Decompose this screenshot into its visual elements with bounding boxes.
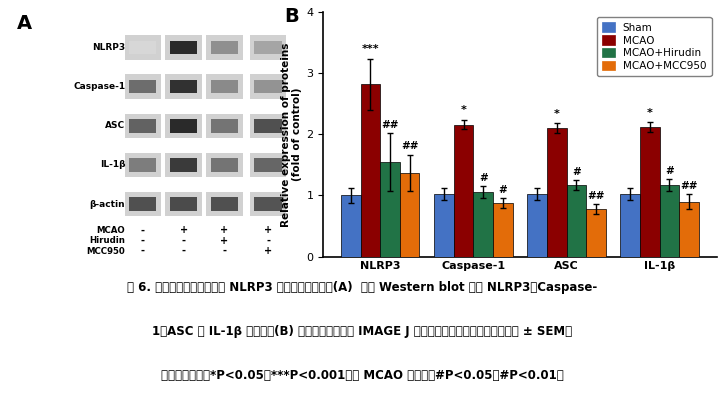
Bar — [206, 75, 243, 99]
Text: MCC950: MCC950 — [87, 247, 125, 255]
Text: *: * — [647, 108, 653, 118]
Bar — [129, 158, 156, 172]
Bar — [170, 158, 197, 172]
Bar — [206, 192, 243, 216]
Bar — [170, 41, 197, 54]
Text: ***: *** — [362, 44, 379, 54]
Text: -: - — [140, 225, 145, 235]
Text: -: - — [182, 246, 185, 256]
Bar — [250, 192, 287, 216]
Bar — [660, 185, 679, 257]
Text: A: A — [17, 14, 33, 33]
Bar — [454, 125, 473, 257]
Bar — [125, 192, 161, 216]
Text: Caspase-1: Caspase-1 — [73, 82, 125, 91]
Text: β-actin: β-actin — [90, 200, 125, 209]
Bar — [125, 75, 161, 99]
Bar — [129, 197, 156, 211]
Text: *: * — [460, 105, 466, 115]
Bar — [250, 153, 287, 177]
Bar — [129, 41, 156, 54]
Bar — [473, 192, 493, 257]
Text: ##: ## — [587, 191, 605, 201]
Y-axis label: Relative expression of proteins
(fold of control): Relative expression of proteins (fold of… — [280, 42, 302, 227]
Bar — [250, 113, 287, 138]
Text: Hirudin: Hirudin — [89, 236, 125, 245]
Text: ##: ## — [401, 142, 418, 152]
Bar — [679, 202, 699, 257]
Text: -: - — [222, 246, 227, 256]
Bar — [254, 197, 282, 211]
Bar — [170, 119, 197, 132]
Text: +: + — [264, 225, 272, 235]
Text: ##: ## — [681, 181, 698, 191]
Bar — [254, 158, 282, 172]
Text: +: + — [264, 246, 272, 256]
Bar — [129, 119, 156, 132]
Bar — [211, 119, 238, 132]
Bar — [125, 153, 161, 177]
Text: ASC: ASC — [105, 121, 125, 130]
Bar — [165, 153, 202, 177]
Text: #: # — [498, 185, 508, 195]
Text: 與對照組相比，*P<0.05，***P<0.001；與 MCAO 組相比，#P<0.05，#P<0.01。: 與對照組相比，*P<0.05，***P<0.001；與 MCAO 組相比，#P<… — [161, 369, 563, 382]
Bar — [434, 194, 454, 257]
Text: -: - — [140, 246, 145, 256]
Bar — [206, 153, 243, 177]
Text: -: - — [266, 236, 270, 246]
Bar — [250, 35, 287, 60]
Bar — [254, 119, 282, 132]
Bar — [211, 158, 238, 172]
Text: -: - — [140, 236, 145, 246]
Text: #: # — [479, 173, 487, 182]
Bar — [493, 203, 513, 257]
Bar — [341, 196, 361, 257]
Bar — [586, 209, 606, 257]
Bar — [206, 35, 243, 60]
Bar — [361, 84, 380, 257]
Bar — [380, 162, 400, 257]
Text: 1、ASC 和 IL-1β 的表達。(B) 蛋白質的表達通過 IMAGE J 進行了量化。所有資料均為平均値 ± SEM。: 1、ASC 和 IL-1β 的表達。(B) 蛋白質的表達通過 IMAGE J 進… — [152, 325, 572, 338]
Bar — [170, 197, 197, 211]
Text: ##: ## — [382, 120, 399, 130]
Bar — [254, 41, 282, 54]
Bar — [640, 127, 660, 257]
Text: -: - — [182, 236, 185, 246]
Bar — [170, 80, 197, 93]
Legend: Sham, MCAO, MCAO+Hirudin, MCAO+MCC950: Sham, MCAO, MCAO+Hirudin, MCAO+MCC950 — [597, 17, 712, 76]
Bar — [125, 113, 161, 138]
Text: #: # — [572, 167, 581, 177]
Text: +: + — [220, 225, 229, 235]
Text: NLRP3: NLRP3 — [92, 43, 125, 52]
Bar — [547, 128, 566, 257]
Text: 圖 6. 水蛭素對缺血側大腦中 NLRP3 通路表達的影響。(A)  通過 Western blot 檢測 NLRP3、Caspase-: 圖 6. 水蛭素對缺血側大腦中 NLRP3 通路表達的影響。(A) 通過 Wes… — [127, 281, 597, 294]
Text: *: * — [554, 109, 560, 119]
Text: B: B — [284, 7, 298, 26]
Bar — [400, 173, 419, 257]
Bar — [125, 35, 161, 60]
Bar — [206, 113, 243, 138]
Bar — [250, 75, 287, 99]
Bar — [165, 113, 202, 138]
Text: IL-1β: IL-1β — [100, 160, 125, 169]
Text: +: + — [180, 225, 188, 235]
Bar — [165, 192, 202, 216]
Bar — [211, 80, 238, 93]
Bar — [254, 80, 282, 93]
Text: +: + — [220, 236, 229, 246]
Bar — [527, 194, 547, 257]
Bar — [566, 185, 586, 257]
Bar — [211, 197, 238, 211]
Text: MCAO: MCAO — [96, 226, 125, 235]
Bar — [165, 75, 202, 99]
Bar — [129, 80, 156, 93]
Bar — [211, 41, 238, 54]
Bar — [165, 35, 202, 60]
Bar — [620, 194, 640, 257]
Text: #: # — [665, 166, 674, 176]
